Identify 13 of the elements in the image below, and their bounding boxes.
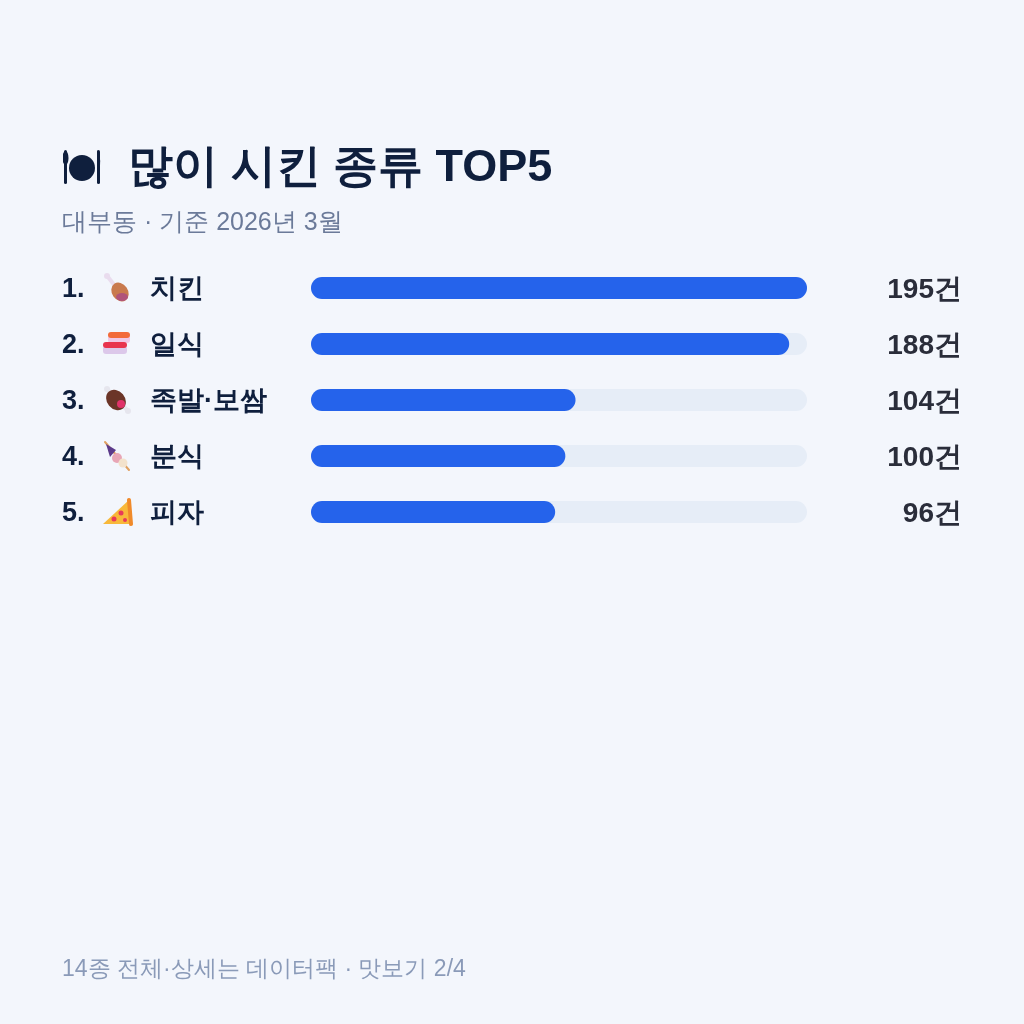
category-label: 2. 일식 [62, 329, 204, 360]
category-label: 1. 치킨 [62, 273, 204, 304]
chart-title: 많이 시킨 종류 TOP5 [128, 139, 553, 193]
category-label: 4. 분식 [62, 441, 204, 472]
data-label: 188건 [887, 328, 962, 360]
chart-subtitle: 대부동 · 기준 2026년 3월 [62, 206, 343, 237]
data-label: 96건 [902, 496, 962, 528]
data-label: 104건 [887, 384, 962, 416]
category-label: 3. 족발·보쌈 [62, 385, 267, 416]
data-label: 100건 [887, 440, 962, 472]
data-label: 195건 [887, 272, 962, 304]
text: 14종 전체·상세는 데이터팩 · 맛보기 2/4 [62, 954, 466, 983]
category-label: 5. 피자 [62, 497, 204, 528]
